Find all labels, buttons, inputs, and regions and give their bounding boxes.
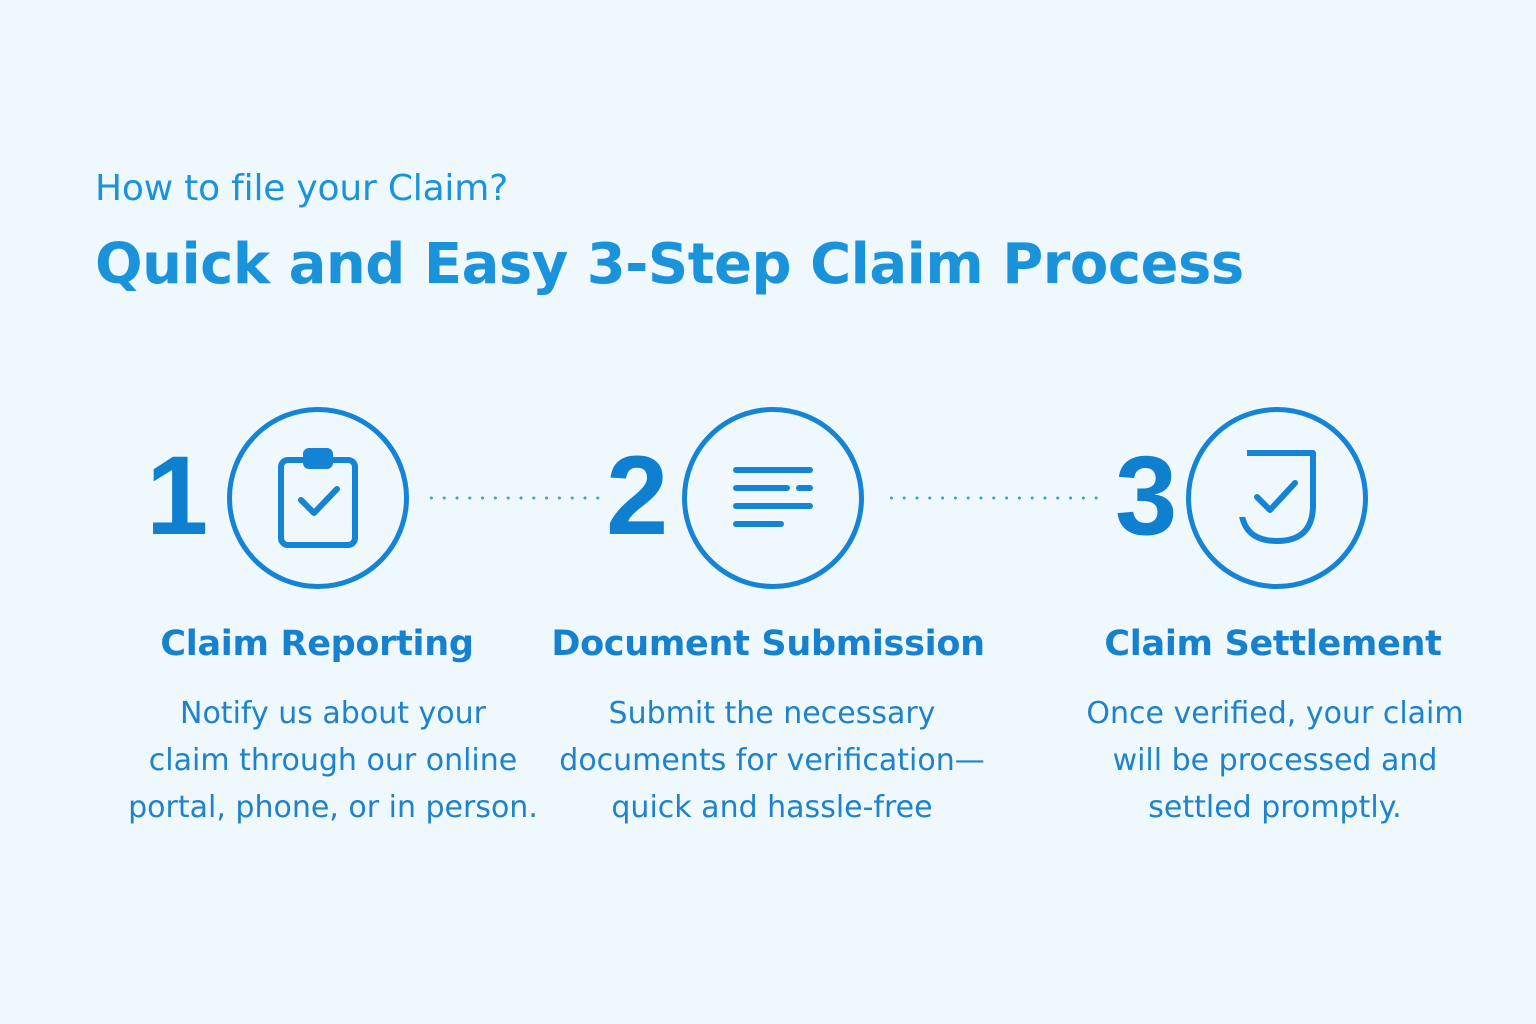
step-title-2: Document Submission [551, 624, 985, 664]
step-number-2: 2 [606, 433, 669, 558]
step-description-2: Submit the necessary documents for verif… [542, 690, 1002, 831]
step-description-line: settled promptly. [1148, 790, 1402, 825]
step-description-line: Submit the necessary [608, 696, 936, 731]
section-headline: Quick and Easy 3-Step Claim Process [95, 232, 1244, 297]
step-description-line: documents for verification— [559, 743, 985, 778]
step-connector-2-3 [885, 496, 1105, 500]
step-number-1: 1 [146, 433, 209, 558]
section-eyebrow: How to file your Claim? [95, 168, 509, 209]
step-description-line: will be processed and [1112, 743, 1438, 778]
step-description-1: Notify us about your claim through our o… [103, 690, 563, 831]
step-description-line: quick and hassle-free [611, 790, 933, 825]
step-description-line: Once verified, your claim [1086, 696, 1464, 731]
step-description-3: Once verified, your claim will be proces… [1045, 690, 1505, 831]
shield-check-icon [1237, 447, 1316, 544]
document-lines-icon [733, 467, 813, 527]
clipboard-check-icon [278, 448, 358, 548]
step-circle-3 [1186, 407, 1368, 589]
step-circle-2 [682, 407, 864, 589]
step-description-line: portal, phone, or in person. [128, 790, 538, 825]
step-connector-1-2 [425, 496, 600, 500]
step-title-1: Claim Reporting [160, 624, 474, 664]
step-title-3: Claim Settlement [1104, 624, 1442, 664]
step-description-line: claim through our online [148, 743, 518, 778]
step-number-3: 3 [1115, 433, 1178, 558]
step-description-line: Notify us about your [180, 696, 486, 731]
step-circle-1 [227, 407, 409, 589]
